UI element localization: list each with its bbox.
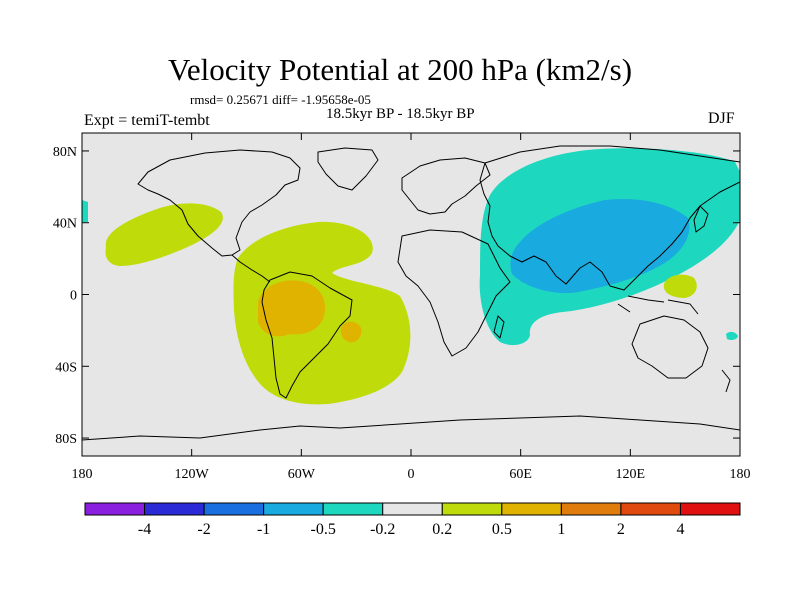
colorbar-label: 2 (617, 521, 625, 538)
shaded-fields (82, 145, 740, 441)
lon-tick-label: 120W (175, 467, 210, 482)
lon-tick-label: 180 (730, 467, 751, 482)
negative-region-west-edge (82, 200, 88, 222)
coast-madagascar (493, 315, 505, 339)
colorbar-label: -2 (197, 521, 210, 538)
colorbar-label: -0.5 (311, 521, 336, 538)
colorbar-swatch (144, 502, 205, 516)
coast-north-america (137, 149, 301, 257)
coast-new-zealand (721, 369, 731, 393)
map-axes: 80N 40N 0 40S 80S 180 120W 60W 0 60E 120E 180 (53, 133, 751, 482)
coast-maritime-continent (617, 295, 699, 315)
time-period-label: 18.5kyr BP - 18.5kyr BP (326, 106, 475, 122)
strong-positive-region-amazon (258, 280, 325, 337)
colorbar-swatch (322, 502, 384, 516)
colorbar: -4 -2 -1 -0.5 -0.2 0.2 0.5 1 2 4 (84, 502, 741, 538)
colorbar-label: -1 (257, 521, 270, 538)
colorbar-label: -4 (138, 521, 151, 538)
colorbar-label: 0.5 (492, 521, 512, 538)
rmsd-diff-stats: rmsd= 0.25671 diff= -1.95658e-05 (190, 92, 371, 107)
coast-south-america (261, 271, 353, 399)
colorbar-swatch (620, 502, 681, 516)
coast-africa (397, 229, 511, 357)
coast-antarctica (82, 415, 740, 441)
colorbar-swatch (84, 502, 146, 516)
colorbar-swatch (501, 502, 562, 516)
lon-tick-label: 60E (509, 467, 532, 482)
coast-japan (693, 205, 709, 233)
colorbar-swatch (382, 502, 443, 516)
lat-tick-label: 80S (55, 432, 77, 447)
colorbar-swatch (441, 502, 503, 516)
colorbar-label: 0.2 (432, 521, 452, 538)
plot-title: Velocity Potential at 200 hPa (km2/s) (167, 52, 633, 87)
lon-tick-label: 180 (72, 467, 93, 482)
colorbar-label: 1 (557, 521, 565, 538)
coast-australia (631, 315, 709, 379)
experiment-label: Expt = temiT-tembt (84, 112, 210, 129)
lon-tick-label: 60W (288, 467, 316, 482)
coast-europe (401, 157, 491, 215)
negative-patch-south-pacific (726, 331, 738, 340)
colorbar-label: 4 (676, 521, 684, 538)
colorbar-swatch (560, 502, 622, 516)
lon-tick-label: 120E (616, 467, 646, 482)
strong-positive-patch-brazil (340, 321, 362, 343)
positive-region-north-pacific (105, 203, 223, 266)
colorbar-label: -0.2 (370, 521, 395, 538)
colorbar-swatch (263, 502, 324, 516)
coast-central-america (231, 254, 271, 283)
coast-greenland (317, 147, 379, 191)
lat-tick-label: 0 (70, 289, 77, 304)
colorbar-swatch (679, 502, 741, 516)
lat-tick-label: 40S (55, 360, 77, 375)
lat-tick-label: 80N (53, 145, 77, 160)
lon-tick-label: 0 (408, 467, 415, 482)
coastlines (82, 145, 740, 441)
positive-region-west-pacific (663, 274, 697, 298)
coast-asia (479, 145, 740, 291)
season-label: DJF (708, 110, 735, 127)
colorbar-swatch (203, 502, 265, 516)
lat-tick-label: 40N (53, 217, 77, 232)
